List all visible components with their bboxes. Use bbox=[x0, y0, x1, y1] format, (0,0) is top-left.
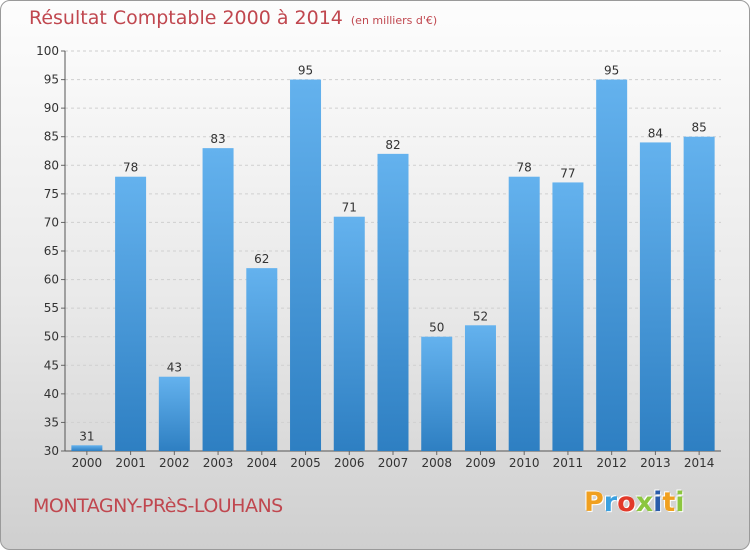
data-label: 85 bbox=[691, 121, 706, 135]
y-tick-label: 45 bbox=[44, 358, 59, 372]
y-tick-label: 90 bbox=[44, 101, 59, 115]
data-label: 43 bbox=[167, 361, 182, 375]
bar bbox=[333, 216, 365, 451]
x-tick-label: 2000 bbox=[72, 456, 103, 470]
bar bbox=[596, 79, 628, 452]
x-tick-label: 2014 bbox=[684, 456, 715, 470]
bar bbox=[71, 445, 103, 451]
bar bbox=[115, 176, 147, 451]
x-tick-label: 2013 bbox=[640, 456, 671, 470]
bar bbox=[246, 268, 278, 451]
logo-letter: x bbox=[635, 487, 654, 518]
data-label: 84 bbox=[648, 126, 663, 140]
axes: 30 35 40 45 50 55 60 65 70 75 80 85 90 95 100 2000 2001 2… bbox=[36, 44, 721, 470]
y-tick-label: 55 bbox=[44, 301, 59, 315]
x-tick-label: 2002 bbox=[159, 456, 190, 470]
bar bbox=[464, 325, 496, 451]
y-tick-label: 65 bbox=[44, 244, 59, 258]
bar bbox=[552, 182, 584, 451]
y-tick-label: 30 bbox=[44, 444, 59, 458]
data-label: 82 bbox=[385, 138, 400, 152]
y-tick-label: 85 bbox=[44, 130, 59, 144]
x-tick-label: 2007 bbox=[378, 456, 409, 470]
y-tick-label: 50 bbox=[44, 330, 59, 344]
x-tick-label: 2012 bbox=[596, 456, 627, 470]
y-tick-label: 40 bbox=[44, 387, 59, 401]
y-tick-label: 100 bbox=[36, 44, 59, 58]
data-label: 62 bbox=[254, 252, 269, 266]
bar bbox=[290, 79, 322, 452]
logo-letter: r bbox=[603, 487, 618, 518]
data-label: 95 bbox=[298, 64, 313, 78]
y-tick-label: 95 bbox=[44, 73, 59, 87]
data-label: 52 bbox=[473, 309, 488, 323]
y-tick-label: 70 bbox=[44, 215, 59, 229]
logo-letter: t bbox=[662, 487, 676, 518]
data-label: 50 bbox=[429, 321, 444, 335]
data-labels: 31 78 43 83 62 95 71 82 50 52 78 77 95 84 85 bbox=[79, 64, 707, 444]
chart-subtitle: (en milliers d'€) bbox=[350, 14, 438, 27]
bar bbox=[508, 176, 540, 451]
bar bbox=[639, 142, 671, 451]
x-tick-label: 2011 bbox=[553, 456, 584, 470]
y-tick-label: 60 bbox=[44, 273, 59, 287]
x-tick-label: 2009 bbox=[465, 456, 496, 470]
logo-letter: i bbox=[653, 487, 663, 518]
data-label: 95 bbox=[604, 64, 619, 78]
town-name: MONTAGNY-PRèS-LOUHANS bbox=[33, 495, 283, 517]
data-label: 71 bbox=[342, 201, 357, 215]
x-tick-label: 2004 bbox=[247, 456, 278, 470]
x-tick-label: 2008 bbox=[421, 456, 452, 470]
chart-title-text: Résultat Comptable 2000 à 2014 bbox=[29, 7, 343, 29]
bar bbox=[377, 153, 409, 451]
bar bbox=[202, 148, 234, 451]
y-tick-label: 80 bbox=[44, 158, 59, 172]
data-label: 78 bbox=[517, 161, 532, 175]
data-label: 77 bbox=[560, 166, 575, 180]
data-label: 78 bbox=[123, 161, 138, 175]
bar bbox=[421, 336, 453, 451]
data-label: 31 bbox=[79, 429, 94, 443]
x-tick-label: 2003 bbox=[203, 456, 234, 470]
y-tick-label: 75 bbox=[44, 187, 59, 201]
x-tick-label: 2010 bbox=[509, 456, 540, 470]
bar bbox=[683, 136, 715, 451]
x-tick-label: 2001 bbox=[115, 456, 146, 470]
y-tick-label: 35 bbox=[44, 415, 59, 429]
bars bbox=[71, 79, 715, 452]
data-label: 83 bbox=[210, 132, 225, 146]
x-tick-label: 2006 bbox=[334, 456, 365, 470]
logo-letter: o bbox=[617, 487, 636, 518]
logo-letter: P bbox=[584, 487, 604, 518]
proxiti-logo: Proxiti bbox=[584, 487, 685, 518]
logo-letter: i bbox=[675, 487, 685, 518]
x-tick-label: 2005 bbox=[290, 456, 321, 470]
bar bbox=[158, 376, 190, 451]
chart-title: Résultat Comptable 2000 à 2014 (en millie… bbox=[29, 7, 437, 29]
